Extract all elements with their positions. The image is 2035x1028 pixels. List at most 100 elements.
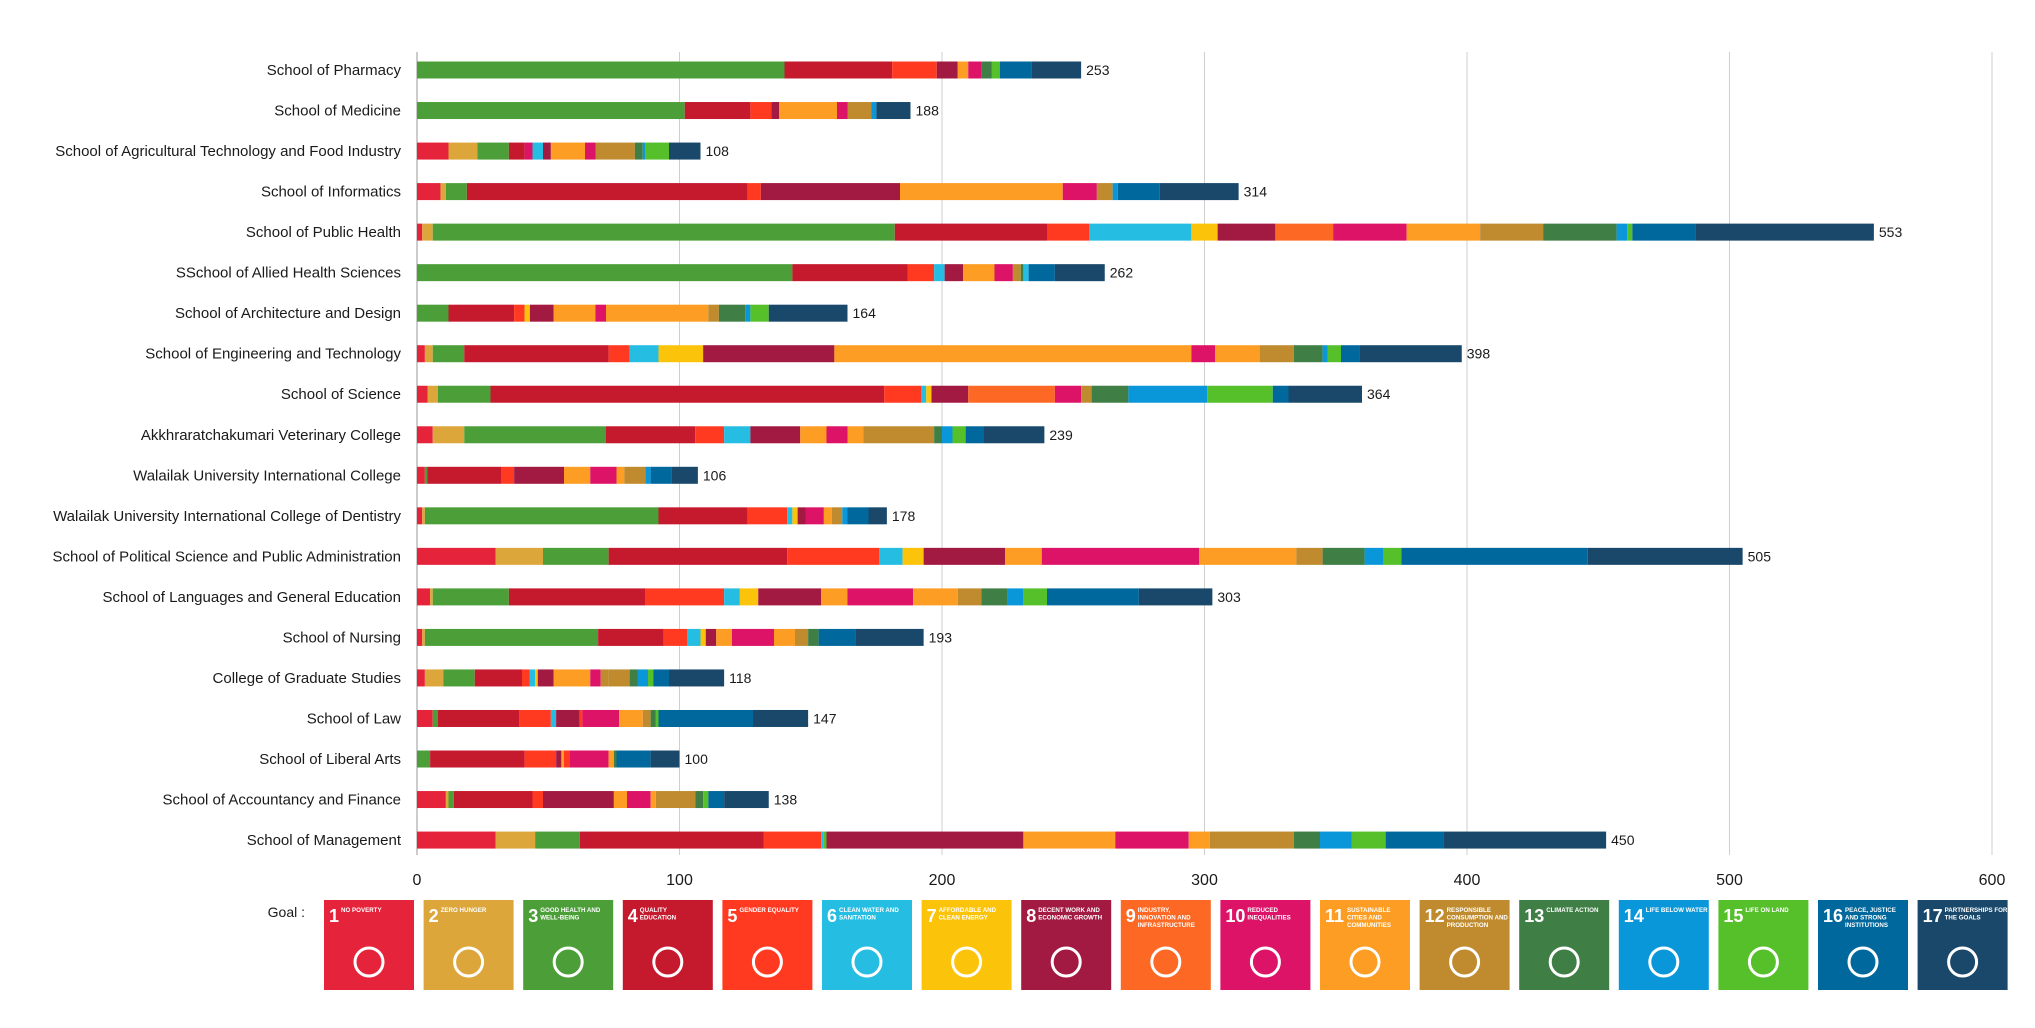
legend-number: 10 bbox=[1225, 906, 1245, 926]
legend-goal-name: PARTNERSHIPS FOR THE GOALS bbox=[1945, 907, 2008, 922]
goal-icon bbox=[851, 946, 883, 978]
bar-segment-goal-15 bbox=[1383, 547, 1402, 565]
category-label: School of Agricultural Technology and Fo… bbox=[55, 143, 401, 160]
bar-segment-goal-12 bbox=[1096, 183, 1113, 201]
bar-segment-goal-2 bbox=[422, 223, 433, 241]
legend-number: 16 bbox=[1823, 906, 1843, 926]
category-label: Akkhraratchakumari Veterinary College bbox=[141, 427, 401, 444]
bar-segment-goal-7 bbox=[524, 304, 530, 322]
bar-segment-goal-4 bbox=[658, 507, 748, 525]
bar-segment-goal-15 bbox=[750, 304, 769, 322]
category-label: School of Science bbox=[281, 386, 401, 403]
bar-segment-goal-10 bbox=[1062, 183, 1097, 201]
bar-segment-goal-17 bbox=[1031, 61, 1082, 79]
bar-segment-goal-10 bbox=[847, 588, 914, 606]
goal-icon bbox=[1548, 946, 1580, 978]
bar-segment-goal-11 bbox=[606, 304, 709, 322]
legend-goal-name: RESPONSIBLE CONSUMPTION AND PRODUCTION bbox=[1447, 907, 1509, 929]
bar-segment-goal-8 bbox=[826, 831, 1024, 849]
bar-segment-goal-5 bbox=[501, 466, 515, 484]
bar-segment-goal-15 bbox=[991, 61, 1000, 79]
bar-segment-goal-4 bbox=[438, 709, 520, 727]
total-value-label: 164 bbox=[853, 305, 877, 321]
bar-segment-goal-1 bbox=[417, 709, 433, 727]
category-label: Walailak University International Colleg… bbox=[53, 508, 401, 525]
goal-icon bbox=[1747, 946, 1779, 978]
bar-segment-goal-12 bbox=[600, 669, 609, 687]
bar-segment-goal-14 bbox=[1616, 223, 1628, 241]
bar-segment-goal-12 bbox=[957, 588, 982, 606]
bar-segment-goal-6 bbox=[934, 264, 945, 282]
bar-segment-goal-9 bbox=[1275, 223, 1334, 241]
bar-segment-goal-13 bbox=[808, 628, 819, 646]
bar-segment-goal-12 bbox=[847, 102, 872, 120]
bar-segment-goal-17 bbox=[1138, 588, 1213, 606]
legend-goal-name: REDUCED INEQUALITIES bbox=[1247, 907, 1290, 922]
bar-segment-goal-6 bbox=[529, 669, 536, 687]
bar-segment-goal-16 bbox=[818, 628, 856, 646]
legend-goal-name: AFFORDABLE AND CLEAN ENERGY bbox=[939, 907, 997, 922]
bar-segment-goal-14 bbox=[1322, 345, 1328, 363]
x-tick-label: 300 bbox=[1191, 872, 1218, 889]
bar-segment-goal-7 bbox=[902, 547, 924, 565]
legend-number: 6 bbox=[827, 906, 837, 926]
legend-tile-goal-17: 17 PARTNERSHIPS FOR THE GOALS bbox=[1917, 900, 2008, 990]
bar-segment-goal-15 bbox=[1327, 345, 1341, 363]
bar-segment-goal-5 bbox=[564, 750, 570, 768]
bar-segment-goal-15 bbox=[1627, 223, 1633, 241]
bar-segment-goal-4 bbox=[508, 142, 525, 160]
total-value-label: 239 bbox=[1049, 427, 1073, 443]
bar-segment-goal-11 bbox=[616, 466, 625, 484]
goal-icon bbox=[1449, 946, 1481, 978]
bar-segment-goal-5 bbox=[750, 102, 772, 120]
bar-segment-goal-17 bbox=[669, 669, 725, 687]
bar-segment-goal-4 bbox=[608, 547, 788, 565]
bar-segment-goal-11 bbox=[957, 61, 969, 79]
bar-segment-goal-1 bbox=[417, 183, 441, 201]
bar-segment-goal-16 bbox=[1028, 264, 1055, 282]
bar-segment-goal-17 bbox=[1359, 345, 1462, 363]
total-value-label: 253 bbox=[1086, 62, 1110, 78]
bar-segment-goal-8 bbox=[936, 61, 958, 79]
bar-segment-goal-17 bbox=[1695, 223, 1874, 241]
bar-segment-goal-3 bbox=[432, 588, 509, 606]
bar-segment-goal-13 bbox=[934, 426, 942, 444]
bar-segment-goal-12 bbox=[655, 791, 696, 809]
bar-segment-goal-3 bbox=[417, 750, 431, 768]
bar-segment-goal-11 bbox=[779, 102, 837, 120]
bar-segment-goal-6 bbox=[629, 345, 659, 363]
bar-segment-goal-13 bbox=[1091, 385, 1129, 403]
bar-segment-goal-13 bbox=[613, 750, 617, 768]
bar-segment-goal-4 bbox=[430, 750, 525, 768]
bar-segment-goal-5 bbox=[907, 264, 935, 282]
bar-segment-goal-17 bbox=[1159, 183, 1239, 201]
total-value-label: 398 bbox=[1467, 346, 1491, 362]
bar-segment-goal-16 bbox=[658, 709, 753, 727]
bar-segment-goal-11 bbox=[553, 669, 591, 687]
bar-segment-goal-12 bbox=[595, 142, 635, 160]
total-value-label: 303 bbox=[1217, 589, 1241, 605]
bar-segment-goal-10 bbox=[582, 709, 620, 727]
bar-segment-goal-16 bbox=[1341, 345, 1360, 363]
bar-segment-goal-2 bbox=[422, 628, 425, 646]
goal-icon bbox=[1947, 946, 1979, 978]
bar-segment-goal-14 bbox=[871, 102, 877, 120]
bar-segment-goal-17 bbox=[855, 628, 924, 646]
bar-segment-goal-1 bbox=[417, 628, 423, 646]
bar-segment-goal-16 bbox=[847, 507, 869, 525]
goal-icon bbox=[453, 946, 485, 978]
total-value-label: 193 bbox=[929, 629, 953, 645]
bar-segment-goal-14 bbox=[1007, 588, 1024, 606]
bar-segment-goal-3 bbox=[424, 466, 428, 484]
bar-segment-goal-5 bbox=[645, 588, 725, 606]
value-labels: 253 188 108 314 553 262 164 398 364 239 106 178 505 3… bbox=[685, 62, 1903, 848]
legend-goal-name: NO POVERTY bbox=[341, 907, 382, 914]
legend-goal-name: SUSTAINABLE CITIES AND COMMUNITIES bbox=[1347, 907, 1391, 929]
legend-title: Goal : bbox=[268, 904, 305, 920]
bar-segment-goal-6 bbox=[724, 588, 740, 606]
bar-segment-goal-10 bbox=[826, 426, 848, 444]
bar-segment-goal-13 bbox=[1293, 345, 1323, 363]
bar-segment-goal-17 bbox=[724, 791, 769, 809]
bar-segment-goal-12 bbox=[1480, 223, 1544, 241]
sdg-legend: 1 NO POVERTY 2 ZERO HUNGER 3 GOOD HEALTH AND W… bbox=[324, 900, 2008, 990]
